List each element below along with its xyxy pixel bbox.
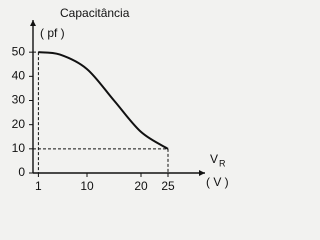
y-tick-label: 50 — [12, 44, 26, 58]
chart: Capacitância ( pf ) V R ( V ) 0 10 20 30 40 5… — [12, 6, 229, 193]
axes — [32, 20, 205, 174]
guide-line — [33, 51, 39, 173]
guide-line — [33, 148, 169, 173]
x-axis-unit: ( V ) — [206, 175, 229, 189]
curve — [38, 51, 169, 150]
y-axis-label: Capacitância — [60, 6, 130, 20]
y-tick-label: 20 — [12, 117, 26, 131]
y-tick-label: 10 — [12, 141, 26, 155]
y-tick-label: 40 — [12, 69, 26, 83]
axis-arrows — [30, 20, 205, 176]
x-tick-label: 20 — [134, 179, 148, 193]
x-tick-label: 25 — [161, 179, 175, 193]
x-tick-label: 10 — [80, 179, 94, 193]
y-axis-unit: ( pf ) — [40, 26, 65, 40]
x-tick-label: 1 — [35, 179, 42, 193]
x-axis-label: V — [210, 152, 218, 166]
y-tick-label: 30 — [12, 93, 26, 107]
x-axis-label-sub: R — [219, 158, 226, 168]
y-tick-label: 0 — [18, 165, 25, 179]
